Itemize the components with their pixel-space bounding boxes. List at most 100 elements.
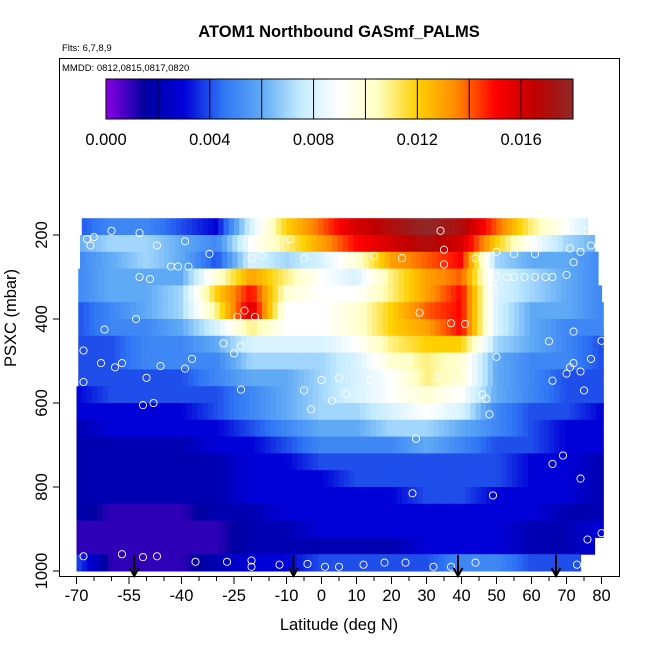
colorbar-segment	[279, 79, 283, 119]
colorbar-segment	[220, 79, 224, 119]
heatmap-cell	[543, 453, 550, 471]
heatmap-cell	[549, 537, 555, 555]
heatmap-cell	[521, 235, 527, 253]
heatmap-cell	[144, 453, 151, 471]
heatmap-cell	[302, 503, 309, 522]
heatmap-cell	[123, 403, 130, 421]
heatmap-cell	[382, 285, 389, 303]
heatmap-cell	[94, 369, 100, 387]
heatmap-cell	[486, 520, 492, 538]
heatmap-cell	[351, 285, 358, 303]
heatmap-cell	[454, 218, 461, 236]
heatmap-cell	[344, 403, 351, 421]
colorbar-segment	[570, 79, 574, 119]
heatmap-cell	[556, 268, 562, 286]
x-tick-label: -10	[275, 587, 299, 605]
heatmap-cell	[538, 487, 545, 505]
heatmap-cell	[354, 436, 361, 454]
heatmap-cell	[207, 386, 214, 404]
heatmap-cell	[286, 554, 293, 572]
colorbar-segment	[282, 79, 286, 119]
heatmap-cell	[339, 436, 345, 454]
heatmap-cell	[403, 302, 410, 320]
heatmap-cell	[172, 285, 179, 303]
y-axis-label: PSXC (mbar)	[2, 269, 20, 367]
heatmap-cell	[328, 520, 335, 538]
heatmap-cell	[162, 268, 169, 286]
heatmap-cell	[78, 352, 85, 370]
heatmap-cell	[188, 335, 195, 354]
heatmap-cell	[486, 470, 492, 488]
heatmap-cell	[109, 335, 116, 354]
heatmap-cell	[419, 335, 426, 354]
heatmap-cell	[435, 285, 442, 303]
heatmap-cell	[165, 436, 172, 454]
colorbar-segment	[531, 79, 535, 119]
heatmap-cell	[440, 369, 447, 387]
heatmap-cell	[239, 537, 246, 555]
heatmap-cell	[475, 554, 482, 572]
colorbar-segment	[285, 79, 289, 119]
heatmap-cell	[90, 251, 97, 270]
heatmap-cell	[370, 218, 377, 236]
colorbar-segment	[233, 79, 237, 119]
heatmap-cell	[94, 352, 100, 370]
heatmap-cell	[440, 302, 447, 320]
heatmap-cell	[465, 470, 471, 488]
colorbar-segment	[401, 79, 405, 119]
heatmap-cell	[87, 537, 93, 555]
heatmap-cell	[288, 352, 295, 370]
heatmap-cell	[295, 251, 302, 270]
sample-point	[376, 354, 386, 363]
heatmap-cell	[396, 403, 403, 421]
heatmap-cell	[528, 487, 534, 505]
colorbar-segment	[251, 79, 255, 119]
heatmap-cell	[309, 335, 316, 354]
heatmap-cell	[517, 554, 524, 572]
sample-point	[142, 373, 151, 382]
heatmap-cell	[85, 251, 92, 270]
heatmap-cell	[146, 319, 153, 337]
heatmap-cell	[577, 268, 583, 286]
sample-point	[460, 319, 470, 329]
heatmap-cell	[293, 285, 300, 303]
heatmap-cell	[202, 218, 209, 236]
heatmap-cell	[333, 403, 340, 421]
heatmap-cell	[97, 403, 104, 421]
heatmap-cell	[430, 268, 436, 286]
heatmap-cell	[367, 335, 373, 354]
heatmap-cell	[246, 268, 253, 286]
colorbar-segment	[178, 79, 182, 119]
heatmap-cell	[360, 487, 366, 505]
heatmap-cell	[538, 386, 545, 404]
heatmap-cell	[318, 419, 324, 438]
sample-point	[79, 552, 88, 561]
heatmap-cell	[461, 302, 468, 320]
heatmap-cell	[297, 436, 303, 454]
heatmap-cell	[428, 554, 435, 572]
heatmap-cell	[501, 470, 508, 488]
heatmap-cell	[585, 520, 592, 538]
heatmap-cell	[167, 268, 174, 286]
heatmap-cell	[395, 235, 401, 253]
heatmap-cell	[396, 487, 403, 505]
heatmap-cell	[365, 537, 372, 555]
heatmap-cell	[309, 302, 316, 320]
heatmap-cell	[144, 386, 151, 404]
heatmap-cell	[176, 537, 183, 555]
heatmap-cell	[559, 403, 566, 421]
heatmap-cell	[193, 302, 200, 320]
heatmap-cell	[209, 352, 216, 370]
heatmap-cell	[491, 554, 498, 572]
heatmap-cell	[407, 436, 414, 454]
heatmap-cell	[181, 436, 188, 454]
heatmap-cell	[171, 487, 177, 505]
colorbar-segment	[567, 79, 571, 119]
heatmap-cell	[601, 503, 604, 522]
heatmap-cell	[386, 520, 393, 538]
heatmap-cell	[444, 554, 450, 572]
heatmap-cell	[97, 436, 104, 454]
sample-point	[439, 260, 449, 269]
heatmap-cell	[496, 403, 503, 421]
heatmap-cell	[424, 335, 431, 354]
